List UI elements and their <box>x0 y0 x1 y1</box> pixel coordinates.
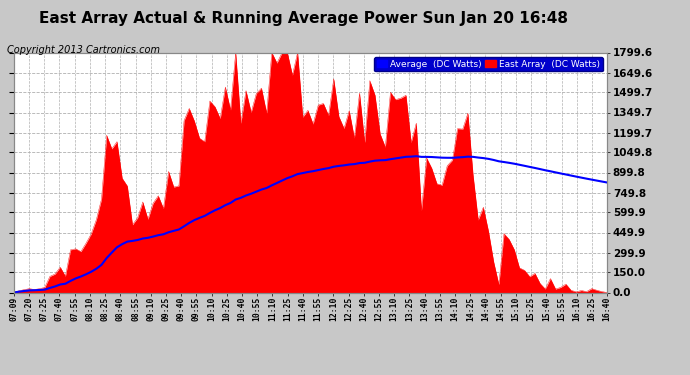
Text: Copyright 2013 Cartronics.com: Copyright 2013 Cartronics.com <box>7 45 160 55</box>
Text: East Array Actual & Running Average Power Sun Jan 20 16:48: East Array Actual & Running Average Powe… <box>39 11 568 26</box>
Legend: Average  (DC Watts), East Array  (DC Watts): Average (DC Watts), East Array (DC Watts… <box>374 57 602 71</box>
